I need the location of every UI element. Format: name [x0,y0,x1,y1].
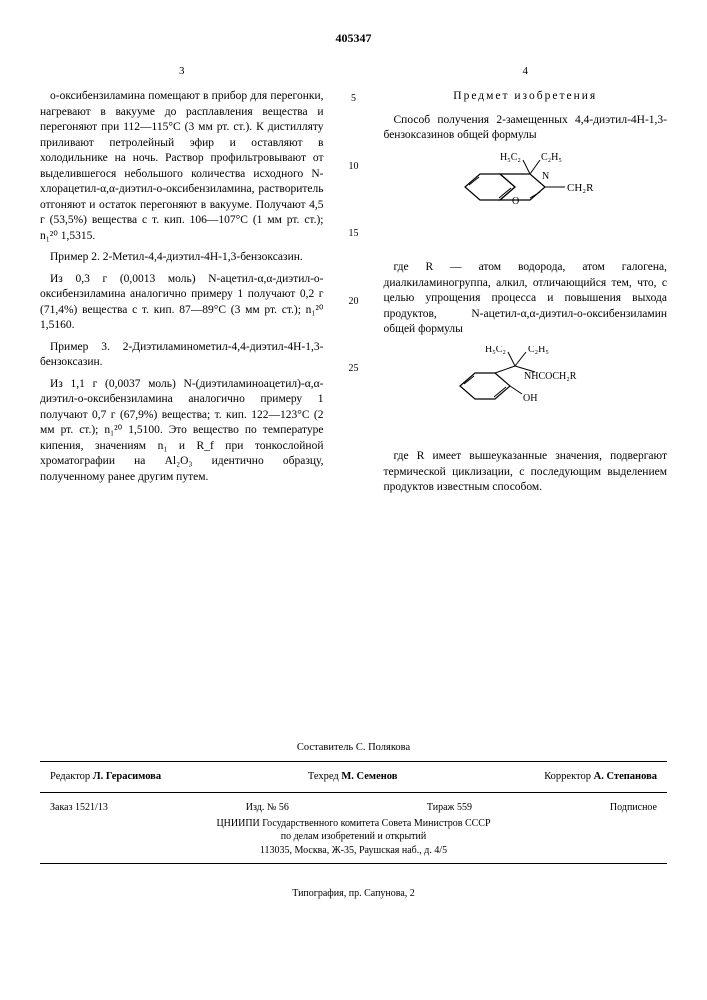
left-p5: Из 1,1 г (0,0037 моль) N-(диэтиламиноаце… [40,377,324,486]
svg-text:CH₂R: CH₂R [567,182,594,194]
left-p1: о-оксибензиламина помещают в прибор для … [40,89,324,244]
subject-heading: Предмет изобретения [384,89,668,105]
left-p4: Пример 3. 2-Диэтиламинометил-4,4-диэтил-… [40,340,324,371]
svg-text:C₂H₅: C₂H₅ [541,152,562,163]
line-num: 10 [346,160,362,174]
org-line-2: по делам изобретений и открытий [40,830,667,844]
svg-text:H₅C₂: H₅C₂ [485,346,506,355]
formula-1: O N CH₂R H₅C₂ C₂H₅ [384,152,668,253]
line-number-gutter: 5 10 15 20 25 [346,64,362,502]
tirazh: Тираж 559 [427,801,472,815]
podpisnoe: Подписное [610,801,657,815]
techred-credit: Техред М. Семенов [308,770,398,784]
svg-text:N: N [542,171,549,182]
compiler-line: Составитель С. Полякова [40,741,667,755]
document-number: 405347 [40,30,667,46]
line-num: 20 [346,295,362,309]
line-num: 25 [346,362,362,376]
svg-text:NHCOCH₂R: NHCOCH₂R [524,371,577,382]
corrector-credit: Корректор А. Степанова [544,770,657,784]
typography-line: Типография, пр. Сапунова, 2 [0,887,707,901]
left-p3: Из 0,3 г (0,0013 моль) N-ацетил-α,α-диэт… [40,272,324,334]
svg-text:H₅C₂: H₅C₂ [500,152,521,163]
right-p1: Способ получения 2-замещенных 4,4-диэтил… [384,113,668,144]
left-p2: Пример 2. 2-Метил-4,4-диэтил-4H-1,3-бенз… [40,250,324,266]
line-num: 5 [346,92,362,106]
footer-block: Составитель С. Полякова Редактор Л. Гера… [40,741,667,870]
page-number-right: 4 [384,64,668,79]
left-column: 3 о-оксибензиламина помещают в прибор дл… [40,64,324,502]
editor-credit: Редактор Л. Герасимова [50,770,161,784]
right-p3: где R имеет вышеуказанные значения, подв… [384,449,668,496]
order-no: Заказ 1521/13 [50,801,108,815]
org-line-1: ЦНИИПИ Государственного комитета Совета … [40,817,667,831]
right-column: 4 Предмет изобретения Способ получения 2… [384,64,668,502]
address-line: 113035, Москва, Ж-35, Раушская наб., д. … [40,844,667,858]
izd-no: Изд. № 56 [246,801,289,815]
page-number-left: 3 [40,64,324,79]
svg-text:O: O [512,196,519,207]
formula-2: H₅C₂ C₂H₅ NHCOCH₂R OH [384,346,668,442]
line-num: 15 [346,227,362,241]
right-p2: где R — атом водорода, атом галогена, ди… [384,260,668,338]
svg-text:OH: OH [523,393,537,404]
svg-text:C₂H₅: C₂H₅ [528,346,549,355]
